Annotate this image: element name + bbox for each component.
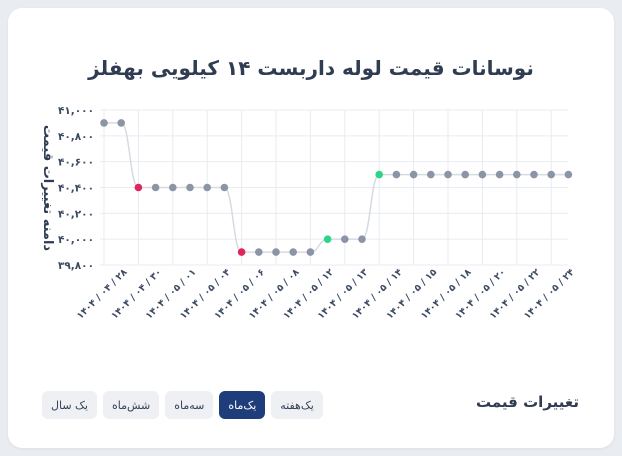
price-point [254,248,263,256]
price-point [134,183,143,192]
price-point [427,170,435,179]
range-button-three-months[interactable]: سه‌ماه [165,391,214,419]
price-point [375,170,384,179]
price-point [151,183,160,192]
price-point [100,119,108,127]
price-point [444,170,452,179]
price-point [272,248,280,256]
y-tick-label: ۴۱,۰۰۰ [58,105,94,117]
price-point [341,235,349,243]
price-point [220,183,229,192]
range-button-one-week[interactable]: یک‌هفته [271,391,323,419]
y-axis-title: دامنه تغییرات قیمت [40,125,55,251]
range-button-one-year[interactable]: یک سال [42,391,97,419]
price-point [392,170,401,179]
price-point [478,170,487,179]
y-tick-label: ۴۰,۶۰۰ [58,157,94,169]
y-tick-label: ۴۰,۸۰۰ [58,131,94,143]
range-button-six-months[interactable]: شش‌ماه [102,391,160,419]
price-point [495,170,504,179]
y-tick-label: ۴۰,۰۰۰ [58,234,94,246]
price-point [323,235,332,243]
price-point [461,170,470,179]
price-point [237,248,246,256]
price-point [306,248,315,256]
price-point [203,183,211,192]
price-point [409,170,418,179]
price-chart-card [8,8,614,448]
price-point [513,170,521,179]
y-tick-label: ۴۰,۲۰۰ [58,208,94,220]
y-tick-label: ۳۹,۸۰۰ [58,260,94,272]
price-point [530,170,538,179]
price-point [169,183,177,192]
price-point [564,170,573,179]
price-point [358,235,366,243]
y-tick-label: ۴۰,۴۰۰ [58,183,94,195]
range-button-one-month[interactable]: یک‌ماه [219,391,266,419]
price-point [186,183,194,192]
price-point [117,119,125,127]
price-point [289,248,298,256]
price-point [547,170,555,179]
time-range-selector: یک سال شش‌ماه سه‌ماه یک‌ماه یک‌هفته [42,391,323,419]
price-changes-label: تغییرات قیمت [476,393,579,411]
price-series-line [104,122,569,253]
chart-title: نوسانات قیمت لوله داربست ۱۴ کیلویی بهفلز [88,56,534,80]
